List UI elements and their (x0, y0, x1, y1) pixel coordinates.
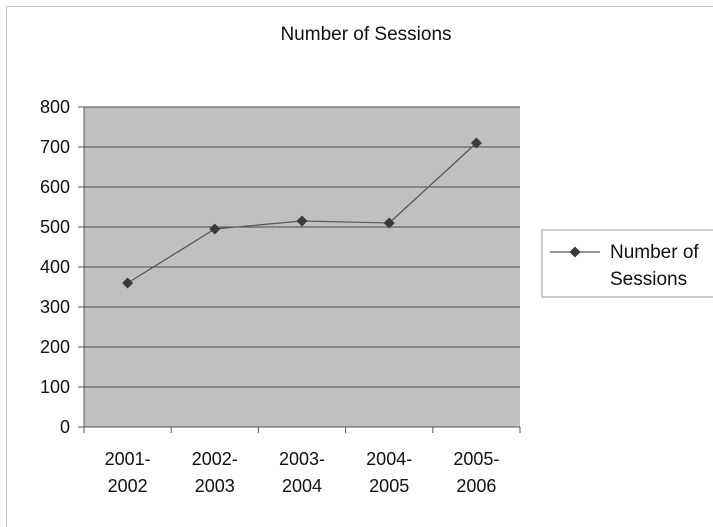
data-point-marker (122, 277, 134, 289)
data-point-marker (296, 215, 308, 227)
y-tick-label: 700 (40, 137, 70, 157)
legend: Number of Sessions (541, 229, 713, 298)
x-tick-label: 2004-2005 (366, 449, 412, 496)
series-layer (122, 137, 482, 289)
y-tick-label: 200 (40, 337, 70, 357)
y-tick-label: 400 (40, 257, 70, 277)
x-tick-label: 2002-2003 (192, 449, 238, 496)
chart-title: Number of Sessions (280, 24, 451, 45)
y-tick-label: 500 (40, 217, 70, 237)
data-point-marker (470, 137, 482, 149)
legend-box (541, 229, 713, 298)
legend-label: Number of Sessions (610, 242, 699, 290)
x-tick-label: 2003-2004 (279, 449, 325, 496)
data-point-marker (383, 217, 395, 229)
y-tick-label: 600 (40, 177, 70, 197)
y-axis: 0 100 200 300 400 500 600 700 800 (40, 97, 85, 437)
x-tick-label: 2005-2006 (453, 449, 499, 496)
gridlines (84, 106, 520, 388)
x-tick-label: 2001-2002 (105, 449, 151, 496)
y-tick-label: 100 (40, 377, 70, 397)
data-point-marker (209, 223, 221, 235)
y-tick-label: 800 (40, 97, 70, 117)
y-tick-label: 300 (40, 297, 70, 317)
x-axis: 2001-2002 2002-2003 2003-2004 2004-2005 2005… (83, 426, 521, 496)
legend-marker-swatch (569, 246, 581, 258)
y-tick-label: 0 (60, 417, 70, 437)
